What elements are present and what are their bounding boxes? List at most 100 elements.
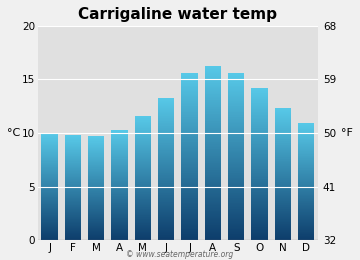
Bar <box>228 115 244 116</box>
Bar <box>88 174 104 175</box>
Bar <box>112 216 128 217</box>
Bar <box>158 226 174 227</box>
Bar <box>158 164 174 165</box>
Bar <box>275 201 291 202</box>
Bar <box>181 108 198 109</box>
Bar <box>298 234 314 235</box>
Bar <box>41 231 58 232</box>
Bar <box>228 153 244 154</box>
Bar <box>181 117 198 118</box>
Bar <box>205 236 221 237</box>
Bar <box>275 141 291 142</box>
Bar <box>65 230 81 231</box>
Bar <box>181 138 198 139</box>
Bar <box>112 173 128 174</box>
Bar <box>228 144 244 145</box>
Bar <box>205 138 221 139</box>
Bar <box>135 180 151 181</box>
Bar <box>228 78 244 79</box>
Bar <box>112 148 128 149</box>
Bar <box>298 184 314 185</box>
Bar <box>181 80 198 81</box>
Bar <box>275 188 291 189</box>
Bar <box>88 192 104 193</box>
Bar <box>205 198 221 199</box>
Bar <box>228 207 244 208</box>
Bar <box>251 124 268 125</box>
Bar <box>298 193 314 194</box>
Bar <box>205 101 221 102</box>
Bar <box>228 165 244 166</box>
Bar <box>41 170 58 171</box>
Bar <box>112 169 128 170</box>
Bar <box>135 184 151 185</box>
Bar <box>112 155 128 156</box>
Bar <box>181 204 198 205</box>
Bar <box>251 191 268 192</box>
Bar <box>275 168 291 169</box>
Bar <box>205 182 221 183</box>
Bar <box>275 217 291 218</box>
Bar <box>65 203 81 204</box>
Bar <box>228 129 244 130</box>
Bar <box>112 134 128 135</box>
Bar <box>65 164 81 165</box>
Bar <box>41 183 58 184</box>
Bar <box>228 148 244 149</box>
Bar <box>228 124 244 125</box>
Bar <box>251 232 268 233</box>
Bar <box>41 169 58 170</box>
Bar <box>181 209 198 210</box>
Bar <box>135 223 151 224</box>
Bar <box>228 75 244 76</box>
Bar <box>112 239 128 240</box>
Bar <box>205 107 221 108</box>
Bar <box>228 79 244 80</box>
Bar <box>205 204 221 205</box>
Bar <box>228 145 244 146</box>
Bar <box>158 163 174 164</box>
Bar <box>135 231 151 232</box>
Bar <box>205 136 221 137</box>
Bar <box>205 125 221 126</box>
Bar <box>205 106 221 107</box>
Bar <box>112 151 128 152</box>
Bar <box>181 93 198 94</box>
Bar <box>65 206 81 207</box>
Bar <box>112 202 128 203</box>
Bar <box>275 195 291 196</box>
Bar <box>181 157 198 158</box>
Bar <box>298 186 314 187</box>
Bar <box>41 224 58 225</box>
Bar <box>275 191 291 192</box>
Bar <box>298 238 314 239</box>
Bar <box>298 156 314 157</box>
Bar <box>275 165 291 166</box>
Bar <box>112 143 128 144</box>
Bar <box>251 173 268 174</box>
Bar <box>181 201 198 202</box>
Bar <box>251 176 268 177</box>
Bar <box>41 214 58 215</box>
Bar <box>135 182 151 183</box>
Bar <box>41 137 58 138</box>
Bar <box>41 142 58 143</box>
Bar <box>298 231 314 232</box>
Bar <box>275 234 291 235</box>
Bar <box>135 208 151 209</box>
Bar <box>205 83 221 84</box>
Bar <box>275 232 291 233</box>
Bar <box>158 141 174 142</box>
Bar <box>158 121 174 122</box>
Bar <box>205 192 221 193</box>
Bar <box>41 150 58 151</box>
Bar <box>112 183 128 184</box>
Bar <box>158 232 174 233</box>
Bar <box>205 195 221 196</box>
Bar <box>205 225 221 226</box>
Bar <box>298 219 314 220</box>
Bar <box>181 224 198 225</box>
Bar <box>41 175 58 176</box>
Bar <box>228 120 244 121</box>
Bar <box>65 189 81 190</box>
